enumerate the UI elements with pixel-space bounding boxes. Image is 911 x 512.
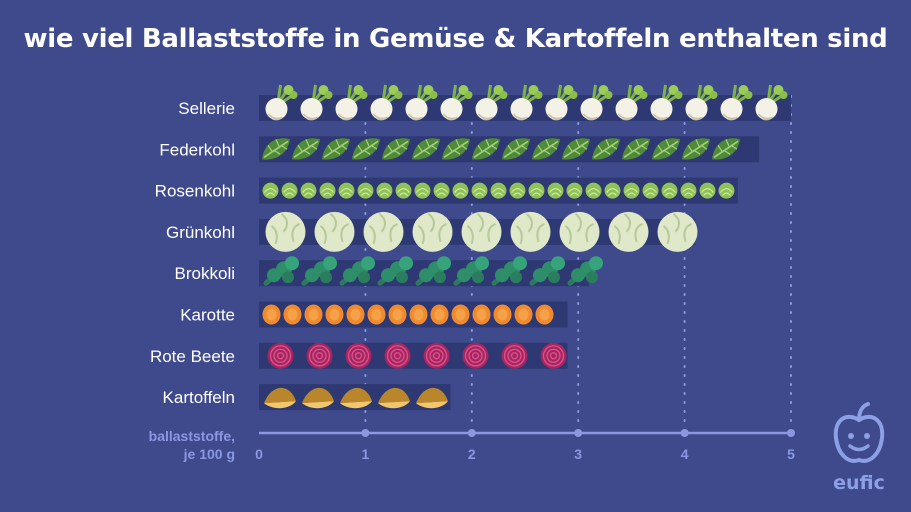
cabbage-icon bbox=[265, 211, 698, 252]
tick-marker bbox=[787, 429, 795, 437]
bar-row bbox=[259, 384, 451, 411]
tick-marker bbox=[680, 429, 689, 437]
carrot-slice-icon bbox=[262, 304, 554, 325]
eufic-logo: eufic bbox=[826, 402, 892, 494]
bar-row bbox=[259, 136, 760, 163]
tick-marker bbox=[574, 429, 583, 437]
bar-row bbox=[259, 342, 568, 369]
bar-row bbox=[259, 177, 738, 204]
category-labels: Sellerie Federkohl Rosenkohl Grünkohl Brokko… bbox=[150, 99, 235, 407]
x-axis-label: je 100 g bbox=[183, 446, 235, 462]
tick-label: 4 bbox=[681, 446, 689, 462]
category-label: Sellerie bbox=[178, 99, 235, 118]
potato-wedge-icon bbox=[264, 387, 448, 409]
broccoli-icon bbox=[263, 256, 603, 286]
category-label: Kartoffeln bbox=[163, 388, 235, 407]
chart-title: wie viel Ballaststoffe in Gemüse & Karto… bbox=[23, 24, 888, 54]
x-axis: 0 1 2 3 4 5 ballaststoffe, je 100 g bbox=[149, 428, 795, 462]
logo-wordmark: eufic bbox=[833, 472, 885, 494]
tick-label: 3 bbox=[574, 446, 582, 462]
bar-row bbox=[259, 301, 568, 328]
category-label: Rote Beete bbox=[150, 347, 235, 366]
category-label: Rosenkohl bbox=[155, 182, 235, 201]
bars bbox=[259, 84, 791, 411]
category-label: Federkohl bbox=[159, 140, 235, 159]
tick-marker bbox=[361, 429, 370, 437]
bar-row bbox=[259, 256, 603, 287]
category-label: Grünkohl bbox=[166, 223, 235, 242]
tick-marker bbox=[467, 429, 476, 437]
x-axis-label: ballaststoffe, bbox=[149, 428, 235, 444]
apple-face-icon bbox=[833, 402, 885, 463]
beetroot-slice-icon bbox=[267, 342, 567, 369]
category-label: Brokkoli bbox=[175, 264, 235, 283]
tick-label: 5 bbox=[787, 446, 795, 462]
celery-root-icon bbox=[265, 84, 788, 121]
bar-row bbox=[259, 84, 791, 121]
category-label: Karotte bbox=[180, 306, 235, 325]
kale-leaf-icon bbox=[262, 138, 740, 160]
tick-label: 2 bbox=[468, 446, 476, 462]
tick-label: 1 bbox=[362, 446, 370, 462]
tick-label: 0 bbox=[255, 446, 263, 462]
bar-row bbox=[259, 211, 698, 252]
brussels-sprout-icon bbox=[262, 182, 735, 199]
